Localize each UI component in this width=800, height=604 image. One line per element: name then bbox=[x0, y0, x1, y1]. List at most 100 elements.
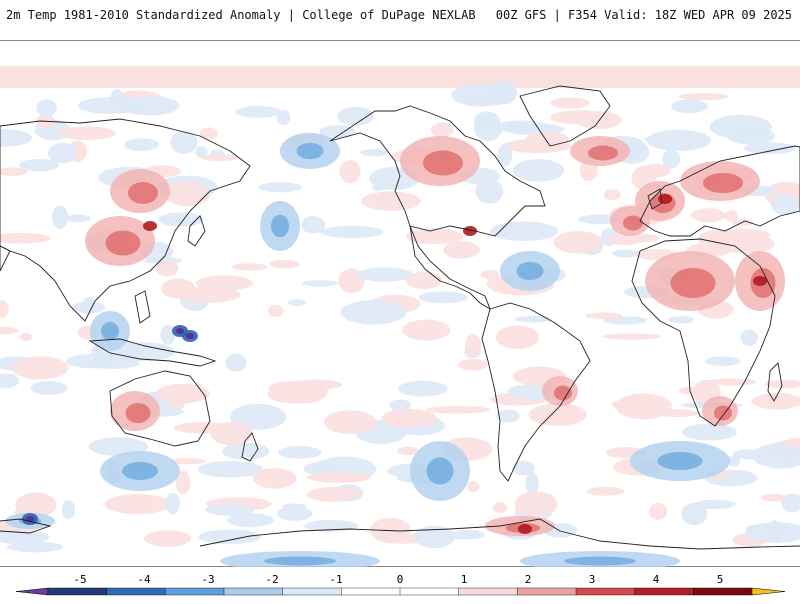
anomaly-patch bbox=[397, 380, 448, 397]
anomaly-patch bbox=[703, 173, 743, 193]
anomaly-patch bbox=[464, 333, 482, 359]
anomaly-patch bbox=[174, 286, 241, 303]
anomaly-patch bbox=[516, 262, 544, 280]
anomaly-patch bbox=[746, 524, 789, 532]
colorbar-tick-label: -4 bbox=[137, 573, 151, 586]
anomaly-patch bbox=[787, 437, 800, 447]
anomaly-patch bbox=[229, 403, 287, 430]
anomaly-patch bbox=[381, 408, 437, 428]
anomaly-patch bbox=[490, 221, 559, 242]
arctic-warm-band bbox=[0, 66, 800, 88]
anomaly-patch bbox=[514, 315, 553, 323]
anomaly-patch bbox=[753, 276, 767, 286]
anomaly-patch bbox=[276, 506, 313, 521]
anomaly-patch bbox=[176, 328, 184, 334]
anomaly-patch bbox=[205, 503, 255, 516]
colorbar-tick-label: 4 bbox=[653, 573, 660, 586]
anomaly-patch bbox=[319, 125, 356, 139]
anomaly-patch bbox=[743, 142, 796, 155]
anomaly-patch bbox=[19, 332, 33, 342]
north-america-outline bbox=[329, 105, 546, 237]
anomaly-patch bbox=[30, 380, 68, 396]
anomaly-patch bbox=[497, 143, 513, 167]
colorbar-high-arrow bbox=[751, 587, 786, 596]
anomaly-patch bbox=[724, 210, 739, 223]
anomaly-patch bbox=[768, 448, 800, 459]
anomaly-patch bbox=[287, 299, 307, 307]
anomaly-patch bbox=[0, 233, 51, 244]
anomaly-patch bbox=[86, 357, 140, 369]
anomaly-patch bbox=[751, 392, 800, 410]
anomaly-patch bbox=[603, 189, 621, 201]
anomaly-patch bbox=[195, 146, 208, 158]
asia-outline bbox=[0, 118, 251, 322]
anomaly-patch bbox=[714, 405, 732, 421]
anomaly-patch bbox=[337, 106, 374, 126]
anomaly-patch bbox=[705, 356, 741, 366]
map-svg bbox=[0, 66, 800, 571]
anomaly-patch bbox=[495, 325, 540, 350]
anomaly-patch bbox=[360, 191, 421, 211]
anomaly-patch bbox=[554, 385, 572, 401]
japan-outline bbox=[187, 215, 206, 247]
colorbar-segment bbox=[634, 587, 694, 596]
anomaly-patch bbox=[125, 403, 151, 423]
anomaly-patch bbox=[694, 499, 736, 509]
anomaly-patch bbox=[128, 182, 158, 204]
map-title: 2m Temp 1981-2010 Standardized Anomaly |… bbox=[6, 8, 476, 22]
anomaly-patch bbox=[402, 319, 451, 341]
colorbar-segment bbox=[575, 587, 636, 596]
anomaly-patch bbox=[197, 461, 264, 478]
anomaly-patch bbox=[612, 249, 641, 258]
anomaly-patch bbox=[706, 378, 756, 386]
anomaly-patch bbox=[271, 214, 289, 238]
anomaly-patch bbox=[475, 179, 504, 204]
anomaly-patch bbox=[491, 80, 518, 105]
anomaly-patch bbox=[0, 167, 28, 177]
anomaly-patch bbox=[323, 410, 377, 434]
anomaly-patch bbox=[553, 231, 604, 254]
africa-outline bbox=[631, 238, 776, 427]
colorbar: -5 -4 -3 -2 -1 0 1 2 3 4 5 bbox=[0, 568, 800, 600]
anomaly-patch bbox=[770, 193, 800, 216]
anomaly-patch bbox=[601, 333, 662, 340]
colorbar-low-arrow bbox=[15, 587, 49, 596]
anomaly-patch bbox=[277, 446, 322, 459]
colorbar-tick-label: -2 bbox=[265, 573, 278, 586]
anomaly-patch bbox=[715, 234, 775, 254]
anomaly-patch bbox=[414, 525, 456, 549]
header: 2m Temp 1981-2010 Standardized Anomaly |… bbox=[0, 0, 800, 40]
anomaly-patch bbox=[405, 271, 443, 290]
anomaly-patch bbox=[709, 114, 772, 140]
anomaly-patch bbox=[443, 241, 480, 259]
anomaly-patch bbox=[0, 373, 20, 389]
south-america-outline bbox=[481, 302, 591, 482]
anomaly-map bbox=[0, 40, 800, 571]
anomaly-patch bbox=[281, 503, 307, 510]
anomaly-patch bbox=[418, 291, 468, 304]
anomaly-patch bbox=[302, 280, 339, 287]
anomaly-patch bbox=[124, 138, 160, 152]
run-valid-time: 00Z GFS | F354 Valid: 18Z WED APR 09 202… bbox=[495, 8, 792, 22]
colorbar-tick-label: -1 bbox=[329, 573, 342, 586]
anomaly-patch bbox=[360, 149, 388, 157]
anomaly-patch bbox=[356, 267, 414, 282]
anomaly-patch bbox=[463, 226, 477, 236]
anomaly-patch bbox=[0, 300, 9, 318]
anomaly-patch bbox=[681, 423, 738, 441]
anomaly-patch bbox=[397, 446, 420, 456]
anomaly-patch bbox=[760, 493, 786, 502]
anomaly-patch bbox=[160, 324, 176, 345]
anomaly-patch bbox=[306, 486, 363, 502]
anomaly-patch bbox=[104, 493, 170, 515]
anomaly-patch bbox=[467, 480, 480, 493]
madagascar-outline bbox=[767, 362, 783, 402]
anomaly-patch bbox=[175, 470, 191, 495]
anomaly-patch bbox=[258, 182, 303, 193]
anomaly-patch bbox=[210, 422, 253, 446]
anomaly-patch bbox=[514, 491, 558, 517]
colorbar-segment bbox=[223, 587, 284, 596]
anomaly-patch bbox=[155, 260, 179, 277]
anomaly-patch bbox=[61, 500, 76, 520]
anomaly-patch bbox=[611, 399, 651, 410]
